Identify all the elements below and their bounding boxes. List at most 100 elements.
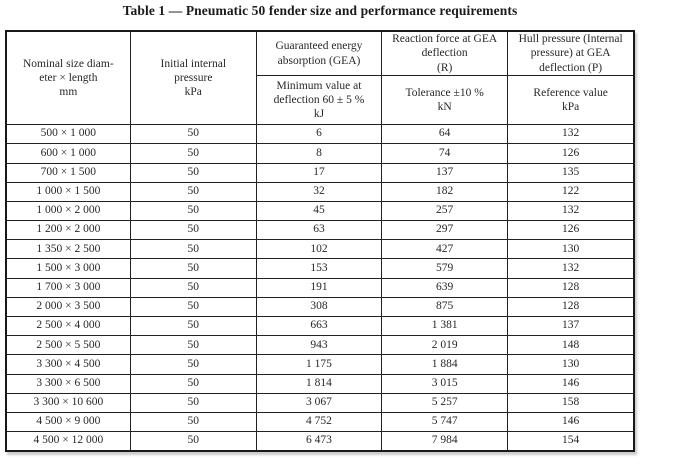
table-cell: 50	[129, 258, 257, 279]
table-cell: 308	[255, 296, 383, 318]
table-cell: 64	[381, 124, 509, 145]
fender-requirements-table: Nominal size diam- eter × length mm Init…	[5, 30, 635, 453]
table-row: 3 300 × 6 500 50 1 814 3 015 146	[5, 373, 635, 394]
table-cell: 500 × 1 000	[5, 124, 131, 145]
table-row: 700 × 1 500 50 17 137 135	[5, 162, 635, 183]
table-cell: 158	[507, 392, 635, 413]
table-cell: 3 300 × 4 500	[5, 354, 131, 375]
table-cell: 50	[129, 143, 257, 164]
table-cell: 4 500 × 12 000	[5, 431, 131, 452]
table-row: 2 500 × 4 000 50 663 1 381 137	[5, 315, 635, 337]
table-cell: 50	[129, 220, 257, 241]
table-body: 500 × 1 000 50 6 64 132 600 × 1 000 50 8 74 126 70…	[5, 124, 635, 452]
table-cell: 2 019	[381, 335, 509, 356]
table-cell: 45	[255, 200, 383, 222]
table-cell: 2 500 × 5 500	[5, 335, 131, 356]
table-cell: 50	[129, 431, 257, 452]
table-cell: 943	[255, 335, 383, 356]
table-cell: 50	[129, 335, 257, 356]
table-cell: 1 700 × 3 000	[5, 277, 131, 298]
table-cell: 7 984	[381, 431, 509, 452]
table-cell: 8	[255, 143, 383, 164]
header-row-top: Nominal size diam- eter × length mm Init…	[5, 30, 635, 126]
header-gea: Guaranteed energy absorption (GEA)	[255, 30, 383, 77]
table-cell: 126	[507, 143, 635, 164]
header-nominal-size: Nominal size diam- eter × length mm	[5, 30, 131, 126]
header-initial-pressure: Initial internal pressure kPa	[129, 30, 257, 126]
table-cell: 191	[255, 277, 383, 298]
table-row: 1 000 × 2 000 50 45 257 132	[5, 200, 635, 222]
header-gea-minimum: Minimum value at deflection 60 ± 5 % kJ	[255, 75, 383, 126]
table-row: 4 500 × 9 000 50 4 752 5 747 146	[5, 411, 635, 433]
table-header: Nominal size diam- eter × length mm Init…	[5, 30, 635, 126]
table-cell: 1 500 × 3 000	[5, 258, 131, 279]
table-row: 2 500 × 5 500 50 943 2 019 148	[5, 335, 635, 356]
table-cell: 5 747	[381, 411, 509, 433]
table-cell: 600 × 1 000	[5, 143, 131, 164]
table-cell: 3 300 × 10 600	[5, 392, 131, 413]
table-row: 1 500 × 3 000 50 153 579 132	[5, 258, 635, 279]
table-cell: 135	[507, 162, 635, 183]
table-cell: 1 884	[381, 354, 509, 375]
table-cell: 427	[381, 239, 509, 260]
table-cell: 1 350 × 2 500	[5, 239, 131, 260]
table-row: 3 300 × 10 600 50 3 067 5 257 158	[5, 392, 635, 413]
table-cell: 50	[129, 181, 257, 202]
table-cell: 50	[129, 277, 257, 298]
table-cell: 132	[507, 258, 635, 279]
table-cell: 639	[381, 277, 509, 298]
table-row: 1 000 × 1 500 50 32 182 122	[5, 181, 635, 202]
table-cell: 50	[129, 296, 257, 318]
table-cell: 137	[507, 315, 635, 337]
table-cell: 182	[381, 181, 509, 202]
table-cell: 50	[129, 392, 257, 413]
table-cell: 132	[507, 200, 635, 222]
table-cell: 257	[381, 200, 509, 222]
table-cell: 50	[129, 354, 257, 375]
table-cell: 2 000 × 3 500	[5, 296, 131, 318]
table-cell: 663	[255, 315, 383, 337]
table-row: 3 300 × 4 500 50 1 175 1 884 130	[5, 354, 635, 375]
table-cell: 32	[255, 181, 383, 202]
table-cell: 297	[381, 220, 509, 241]
table-row: 2 000 × 3 500 50 308 875 128	[5, 296, 635, 318]
header-reaction-force: Reaction force at GEA deflection (R)	[381, 30, 509, 77]
table-cell: 130	[507, 354, 635, 375]
table-cell: 50	[129, 411, 257, 433]
table-cell: 4 752	[255, 411, 383, 433]
table-cell: 875	[381, 296, 509, 318]
table-cell: 1 200 × 2 000	[5, 220, 131, 241]
table-cell: 126	[507, 220, 635, 241]
table-cell: 137	[381, 162, 509, 183]
table-cell: 6 473	[255, 431, 383, 452]
table-cell: 63	[255, 220, 383, 241]
header-row-sub: Minimum value at deflection 60 ± 5 % kJ …	[6, 75, 635, 126]
table-cell: 1 000 × 2 000	[5, 200, 131, 222]
header-hull-reference: Reference value kPa	[507, 75, 635, 126]
table-cell: 50	[129, 124, 257, 145]
table-cell: 1 814	[255, 373, 383, 394]
table-cell: 2 500 × 4 000	[5, 315, 131, 337]
table-cell: 50	[129, 239, 257, 260]
table-row: 1 350 × 2 500 50 102 427 130	[5, 239, 635, 260]
table-row: 600 × 1 000 50 8 74 126	[5, 143, 635, 164]
table-cell: 5 257	[381, 392, 509, 413]
table-cell: 122	[507, 181, 635, 202]
table-cell: 1 175	[255, 354, 383, 375]
table-cell: 1 381	[381, 315, 509, 337]
table-row: 1 200 × 2 000 50 63 297 126	[5, 220, 635, 241]
table-cell: 146	[507, 411, 635, 433]
table-cell: 6	[255, 124, 383, 145]
table-cell: 50	[129, 315, 257, 337]
table-cell: 102	[255, 239, 383, 260]
table-cell: 579	[381, 258, 509, 279]
table-cell: 3 067	[255, 392, 383, 413]
table-cell: 3 300 × 6 500	[5, 373, 131, 394]
table-cell: 130	[507, 239, 635, 260]
table-cell: 128	[507, 277, 635, 298]
table-cell: 146	[507, 373, 635, 394]
table-cell: 132	[507, 124, 635, 145]
table-cell: 154	[507, 431, 635, 452]
table-cell: 74	[381, 143, 509, 164]
